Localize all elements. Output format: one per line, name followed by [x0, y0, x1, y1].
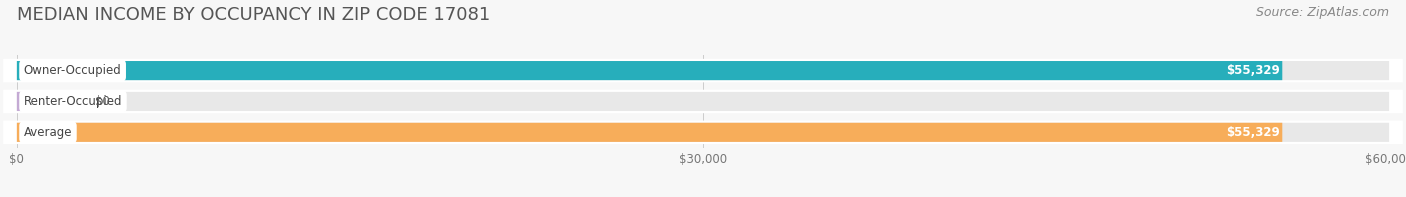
- Text: Owner-Occupied: Owner-Occupied: [24, 64, 121, 77]
- Text: MEDIAN INCOME BY OCCUPANCY IN ZIP CODE 17081: MEDIAN INCOME BY OCCUPANCY IN ZIP CODE 1…: [17, 6, 491, 24]
- Text: Renter-Occupied: Renter-Occupied: [24, 95, 122, 108]
- Text: $0: $0: [94, 95, 110, 108]
- FancyBboxPatch shape: [3, 121, 1403, 144]
- FancyBboxPatch shape: [17, 123, 1282, 142]
- Text: $55,329: $55,329: [1226, 64, 1279, 77]
- FancyBboxPatch shape: [17, 61, 1389, 80]
- FancyBboxPatch shape: [3, 59, 1403, 82]
- Text: Average: Average: [24, 126, 72, 139]
- FancyBboxPatch shape: [17, 92, 1389, 111]
- FancyBboxPatch shape: [3, 90, 1403, 113]
- FancyBboxPatch shape: [17, 123, 1389, 142]
- Text: $55,329: $55,329: [1226, 126, 1279, 139]
- FancyBboxPatch shape: [17, 61, 1282, 80]
- Text: Source: ZipAtlas.com: Source: ZipAtlas.com: [1256, 6, 1389, 19]
- FancyBboxPatch shape: [17, 92, 82, 111]
